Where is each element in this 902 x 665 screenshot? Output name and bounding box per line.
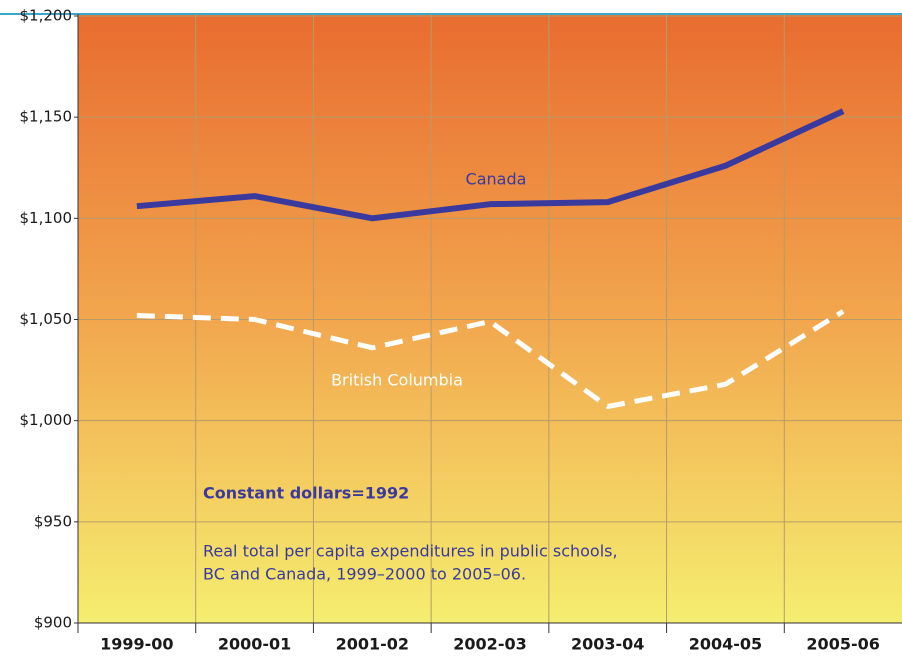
note: Real total per capita expenditures in pu… <box>203 542 618 561</box>
note: BC and Canada, 1999–2000 to 2005–06. <box>203 565 526 584</box>
series-label: British Columbia <box>331 371 463 390</box>
series-label: Canada <box>466 170 527 189</box>
x-tick-label: 1999-00 <box>100 635 173 654</box>
x-tick-label: 2004-05 <box>689 635 762 654</box>
y-tick-label: $1,200 <box>20 7 73 25</box>
y-tick-label: $950 <box>34 512 72 530</box>
y-tick-label: $1,050 <box>20 310 73 328</box>
y-tick-label: $1,150 <box>20 108 73 126</box>
series-line <box>136 108 845 222</box>
x-tick-label: 2001-02 <box>336 635 409 654</box>
y-tick-label: $1,100 <box>20 209 73 227</box>
series-line <box>136 309 845 410</box>
x-tick-label: 2005-06 <box>806 635 879 654</box>
x-tick-label: 2002-03 <box>453 635 526 654</box>
x-tick-label: 2003-04 <box>571 635 644 654</box>
subtitle: Constant dollars=1992 <box>203 484 409 503</box>
x-tick-label: 2000-01 <box>218 635 291 654</box>
y-tick-label: $900 <box>34 614 72 632</box>
y-tick-label: $1,000 <box>20 411 73 429</box>
